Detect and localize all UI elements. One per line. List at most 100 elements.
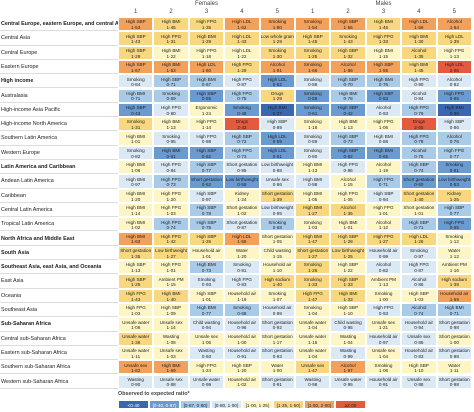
- ratio: 1·06: [131, 325, 141, 331]
- risk-name: High SBP: [373, 190, 394, 196]
- risk-cell: Short gestation 0·91: [259, 374, 295, 389]
- risk-name: Unsafe water: [122, 348, 150, 354]
- risk-name: High FPG: [161, 205, 182, 211]
- ratio: 0·88: [201, 139, 212, 145]
- risk-name: Low birthweight: [155, 248, 188, 254]
- risk-cell: High SBP 1·20: [224, 360, 260, 375]
- males-header: Males: [375, 1, 392, 7]
- risk-cell: Alcohol 1·97: [330, 360, 366, 375]
- risk-cell: Short gestation 1·05: [259, 231, 295, 246]
- risk-name: Short gestation: [403, 205, 435, 211]
- risk-cell: High FPG 1·24: [188, 360, 225, 375]
- ratio: 0·95: [343, 325, 353, 331]
- risk-name: Smoking: [268, 291, 287, 297]
- risk-name: High SBP: [408, 362, 429, 368]
- risk-name: High BMI: [161, 19, 181, 25]
- risk-cell: Alcohol 0·84: [401, 88, 437, 103]
- ratio: 1·62: [131, 368, 141, 374]
- ratio: 1·02: [237, 210, 247, 216]
- ratio: 1·91: [272, 67, 282, 73]
- risk-cell: High BMI 1·45: [401, 59, 437, 75]
- risk-cell: High LDL 1·26: [401, 231, 437, 246]
- risk-name: Short gestation: [120, 248, 152, 254]
- risk-cell: Unsafe sex 1·06: [188, 331, 225, 346]
- risk-cell: Short gestation 0·87: [224, 217, 260, 232]
- risk-cell: Short gestation 1·17: [259, 331, 295, 346]
- risk-cell: High BMI 0·78: [330, 88, 366, 103]
- risk-cell: Unsafe water 1·06: [118, 317, 154, 332]
- risk-cell: High BMI 1·01: [118, 131, 154, 146]
- risk-cell: High FPG 1·47: [295, 288, 331, 303]
- risk-name: High FPG: [125, 305, 146, 311]
- ratio: 1·39: [272, 196, 282, 202]
- risk-name: Smoking: [303, 19, 322, 25]
- risk-cell: Water 1·00: [259, 360, 295, 375]
- risk-cell: High FPG 1·03: [118, 303, 154, 318]
- risk-cell: High FPG 1·43: [118, 288, 154, 303]
- ratio: 0·62: [272, 82, 282, 88]
- risk-name: High LDL: [267, 76, 287, 82]
- risk-name: High FPG: [408, 105, 429, 111]
- risk-name: High BMI: [444, 305, 464, 311]
- risk-name: Smoking: [374, 362, 393, 368]
- risk-cell: Unsafe sex 1·04: [365, 345, 402, 361]
- risk-cell: High SBP 1·53: [118, 17, 154, 32]
- ratio: 1·54: [308, 24, 318, 30]
- risk-cell: High BMI 1·15: [365, 45, 402, 60]
- ratio: 1·30: [414, 39, 424, 45]
- ratio: 0·53: [378, 96, 389, 102]
- ratio: 1·22: [237, 53, 247, 59]
- risk-name: High LDL: [196, 62, 217, 68]
- ratio: 0·99: [343, 353, 353, 359]
- ratio: 1·29: [131, 53, 141, 59]
- risk-name: Short gestation: [191, 176, 222, 182]
- ratio: 1·02: [131, 225, 141, 231]
- ratio: 0·65: [449, 225, 459, 231]
- ratio: 0·76: [449, 139, 459, 145]
- risk-name: Short gestation: [438, 348, 470, 354]
- ratio: 1·20: [237, 368, 247, 374]
- ratio: 1·13: [166, 125, 176, 131]
- ratio: 1·26: [201, 239, 212, 245]
- column-number: 4: [417, 9, 421, 15]
- ratio: 1·16: [449, 268, 459, 274]
- risk-name: High SBP: [125, 262, 146, 268]
- risk-name: Short gestation: [226, 219, 258, 225]
- risk-cell: High FPG 0·90: [401, 74, 437, 89]
- ratio: 0·71: [166, 82, 176, 88]
- risk-name: High sodium: [264, 276, 291, 282]
- risk-name: Household air: [227, 333, 257, 339]
- ratio: 0·98: [449, 325, 459, 331]
- risk-name: Kidney: [447, 190, 462, 196]
- ratio: 0·88: [414, 382, 424, 388]
- risk-name: High FPG: [161, 190, 182, 196]
- row-label: Australasia: [0, 89, 118, 103]
- ratio: 1·18: [201, 53, 212, 59]
- risk-cell: High BMI 1·45: [365, 17, 402, 32]
- risk-cell: High BMI 1·22: [153, 45, 189, 60]
- risk-cell: Household air 0·91: [365, 374, 402, 389]
- risk-name: High FPG: [408, 262, 429, 268]
- ratio: 1·00: [378, 296, 389, 302]
- ratio: 1·36: [131, 339, 141, 345]
- ratio: 1·35: [414, 53, 424, 59]
- risk-cell: Child wasting 1·15: [259, 245, 295, 261]
- females-header: Females: [194, 1, 218, 7]
- risk-cell: Smoking 0·69: [153, 88, 189, 103]
- risk-name: Smoking: [409, 248, 428, 254]
- risk-cell: Smoking 0·61: [295, 102, 331, 118]
- ratio: 1·30: [272, 53, 282, 59]
- legend-item: <0·40: [118, 399, 149, 409]
- risk-name: High FPG: [373, 233, 394, 239]
- risk-name: Alcohol: [446, 76, 462, 82]
- risk-cell: High LDL 0·62: [259, 74, 295, 89]
- risk-cell: Smoking 0·46: [224, 102, 260, 118]
- ratio: 0·36: [449, 110, 459, 116]
- ratio: 1·22: [166, 53, 176, 59]
- ratio: 1·86: [343, 67, 353, 73]
- risk-name: High SBP: [196, 90, 217, 96]
- risk-cell: Smoking 1·04: [295, 303, 331, 318]
- ratio: 1·53: [166, 67, 176, 73]
- risk-name: Smoking: [303, 133, 322, 139]
- risk-name: High BMI: [126, 90, 146, 96]
